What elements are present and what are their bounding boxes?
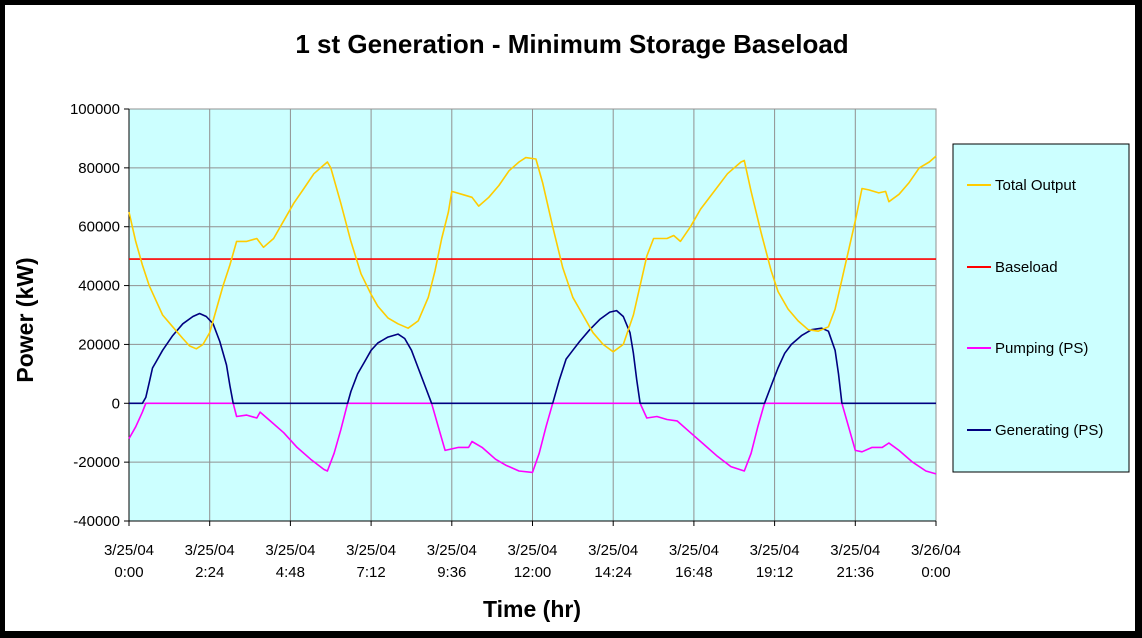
y-tick-label: -40000 [73,513,120,530]
y-axis-title: Power (kW) [12,257,38,382]
legend-label: Total Output [995,177,1077,194]
y-tick-label: 20000 [78,336,120,353]
x-tick-label-time: 0:00 [114,564,143,581]
x-tick-label-time: 4:48 [276,564,305,581]
x-tick-label-time: 12:00 [514,564,552,581]
legend-label: Generating (PS) [995,422,1103,439]
x-tick-label-time: 2:24 [195,564,224,581]
x-tick-label-time: 21:36 [837,564,875,581]
series-line-generating-ps [129,309,936,405]
x-tick-label-time: 0:00 [921,564,950,581]
x-tick-label-time: 19:12 [756,564,794,581]
x-tick-label-date: 3/25/04 [750,542,800,559]
x-tick-label-date: 3/25/04 [507,542,557,559]
series-line-total-output [128,155,937,353]
x-tick-label-date: 3/25/04 [669,542,719,559]
y-axis: 100000 80000 60000 40000 20000 0 -20000 -40000 [70,101,129,530]
x-axis-title: Time (hr) [483,596,581,622]
x-axis: 3/25/04 0:00 3/25/04 2:24 3/25/04 4:48 3/25/04… [104,521,961,581]
y-tick-label: 80000 [78,160,120,177]
series-line-pumping-ps [128,402,937,475]
x-tick-label-date: 3/25/04 [104,542,154,559]
x-tick-label-time: 16:48 [675,564,713,581]
x-tick-label-date: 3/25/04 [265,542,315,559]
x-tick-label-time: 7:12 [356,564,385,581]
y-tick-label: -20000 [73,454,120,471]
y-tick-label: 40000 [78,278,120,295]
chart-canvas: 1 st Generation - Minimum Storage Baselo… [12,29,1130,622]
legend-label: Baseload [995,259,1058,276]
y-tick-label: 100000 [70,101,120,118]
y-tick-label: 0 [112,395,120,412]
x-tick-label-date: 3/25/04 [830,542,880,559]
x-tick-label-time: 14:24 [594,564,632,581]
x-tick-label-time: 9:36 [437,564,466,581]
x-tick-label-date: 3/26/04 [911,542,961,559]
legend-box [952,143,1130,473]
x-tick-label-date: 3/25/04 [185,542,235,559]
legend-label: Pumping (PS) [995,340,1088,357]
legend: Total Output Baseload Pumping (PS) Generati… [952,143,1130,473]
plot-area [128,108,937,522]
x-tick-label-date: 3/25/04 [588,542,638,559]
x-tick-label-date: 3/25/04 [346,542,396,559]
chart-title: 1 st Generation - Minimum Storage Baselo… [295,29,848,59]
chart-frame: 1 st Generation - Minimum Storage Baselo… [5,5,1135,631]
x-tick-label-date: 3/25/04 [427,542,477,559]
y-tick-label: 60000 [78,219,120,236]
